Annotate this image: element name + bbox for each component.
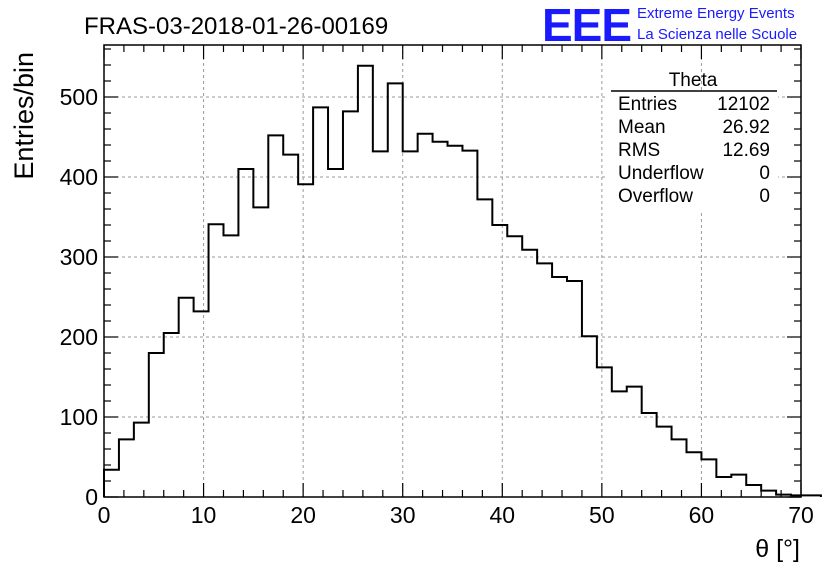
eee-logo-mark: EEE (542, 0, 631, 51)
stats-value-overflow: 0 (759, 186, 770, 207)
eee-logo: EEE Extreme Energy Events La Scienza nel… (542, 0, 797, 51)
grid-lines (104, 45, 801, 497)
stats-value-rms: 12.69 (722, 140, 770, 161)
stats-value-mean: 26.92 (722, 117, 770, 138)
eee-logo-line1: Extreme Energy Events (637, 5, 795, 22)
stats-row-entries: Entries 12102 (618, 94, 770, 115)
eee-logo-line2: La Scienza nelle Scuole (637, 26, 797, 43)
stats-label-mean: Mean (618, 117, 666, 138)
stats-value-underflow: 0 (759, 163, 770, 184)
stats-row-rms: RMS 12.69 (618, 140, 770, 161)
x-tick-label: 60 (689, 502, 715, 528)
stats-box-background (608, 90, 778, 210)
y-tick-label: 400 (60, 164, 98, 190)
stats-label-entries: Entries (618, 94, 677, 115)
stats-label-underflow: Underflow (618, 163, 704, 184)
chart-title: FRAS-03-2018-01-26-00169 (84, 13, 388, 40)
y-axis-label: Entries/bin (9, 52, 39, 180)
y-tick-label: 100 (60, 404, 98, 430)
plot-frame (103, 44, 802, 498)
axes: 0 10 20 30 40 50 60 70 0 100 200 300 400 500 (60, 44, 814, 528)
stats-label-overflow: Overflow (618, 186, 693, 207)
x-tick-label: 50 (589, 502, 615, 528)
y-tick-label: 200 (60, 324, 98, 350)
stats-label-rms: RMS (618, 140, 660, 161)
stats-box: Theta Entries 12102 Mean 26.92 RMS 12.69… (608, 70, 778, 210)
y-tick-label: 300 (60, 244, 98, 270)
x-tick-label: 20 (290, 502, 316, 528)
x-axis-label: θ [°] (755, 535, 800, 563)
stats-row-overflow: Overflow 0 (618, 186, 770, 207)
histogram-outline (103, 64, 822, 497)
y-tick-label: 500 (60, 84, 98, 110)
x-tick-label: 0 (98, 502, 111, 528)
stats-row-mean: Mean 26.92 (618, 117, 770, 138)
stats-row-underflow: Underflow 0 (618, 163, 770, 184)
x-tick-label: 30 (390, 502, 416, 528)
x-tick-label: 70 (788, 502, 814, 528)
y-tick-label: 0 (85, 484, 98, 510)
x-tick-label: 40 (489, 502, 515, 528)
stats-title: Theta (669, 70, 718, 91)
stats-value-entries: 12102 (717, 94, 770, 115)
x-tick-label: 10 (191, 502, 217, 528)
